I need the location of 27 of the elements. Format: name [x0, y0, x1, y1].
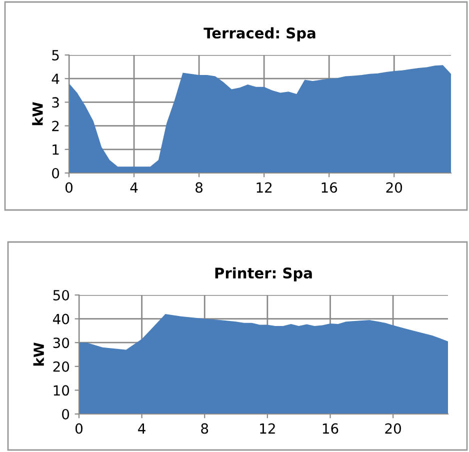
x-tick-label: 8: [196, 182, 203, 193]
x-tick-label: 20: [386, 182, 402, 193]
x-tick-label: 4: [130, 182, 138, 193]
y-tick-label: 2: [52, 120, 59, 132]
chart-title: Terraced: Spa: [204, 27, 316, 42]
y-tick-label: 0: [62, 408, 70, 420]
chart-title: Printer: Spa: [215, 267, 312, 282]
y-axis-title: kW: [33, 342, 44, 366]
y-tick-label: 30: [53, 338, 70, 348]
y-tick-label: 5: [52, 50, 59, 60]
y-axis-title: kW: [32, 102, 43, 126]
y-tick-label: 4: [52, 74, 60, 84]
x-tick-label: 16: [322, 423, 338, 434]
x-tick-label: 20: [385, 423, 401, 434]
y-tick-label: 50: [53, 290, 70, 300]
x-tick-label: 12: [260, 423, 275, 434]
y-tick-label: 0: [52, 168, 60, 178]
y-tick-label: 20: [53, 361, 70, 372]
y-tick-label: 40: [52, 314, 70, 324]
x-tick-label: 16: [322, 182, 338, 193]
x-tick-label: 4: [138, 423, 146, 434]
x-tick-label: 0: [75, 423, 82, 434]
y-tick-label: 3: [52, 97, 59, 108]
y-tick-label: 10: [54, 385, 70, 396]
x-tick-label: 8: [201, 423, 208, 434]
x-tick-label: 12: [256, 182, 272, 193]
y-tick-label: 1: [52, 144, 59, 155]
